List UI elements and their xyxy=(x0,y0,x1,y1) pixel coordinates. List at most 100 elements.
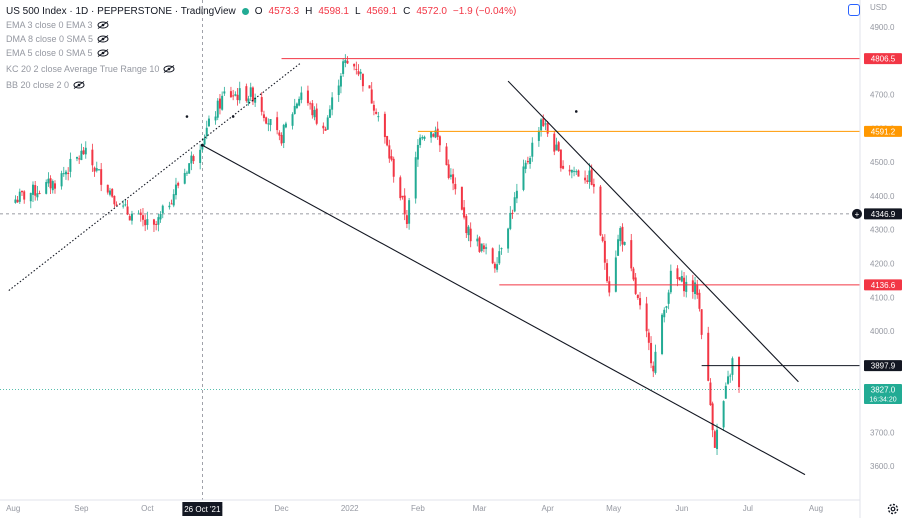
candle-body xyxy=(146,219,149,225)
candle-body xyxy=(606,263,609,282)
candle-body xyxy=(573,170,576,172)
candle-body xyxy=(601,236,604,241)
candle-body xyxy=(555,144,558,151)
indicator-row[interactable]: KC 20 2 close Average True Range 10 xyxy=(6,62,175,76)
candle-body xyxy=(190,155,193,164)
visibility-icon[interactable] xyxy=(73,81,85,89)
candle-body xyxy=(359,71,362,74)
candle-body xyxy=(562,165,565,169)
visibility-icon[interactable] xyxy=(97,21,109,29)
candle-body xyxy=(84,147,87,155)
candle-body xyxy=(282,124,285,143)
candle-body xyxy=(298,98,301,106)
high-value: 4598.1 xyxy=(318,5,349,17)
candle-body xyxy=(390,156,393,160)
close-value: 4572.0 xyxy=(416,5,447,17)
candle-body xyxy=(650,342,653,364)
candle-body xyxy=(661,314,664,355)
price-tag xyxy=(864,125,902,137)
candle-body xyxy=(357,71,360,75)
candle-body xyxy=(608,281,611,293)
candle-body xyxy=(531,142,534,157)
candle-body xyxy=(95,168,98,171)
candle-body xyxy=(485,247,488,249)
candle-body xyxy=(93,167,96,172)
candle-body xyxy=(507,228,510,249)
x-tick-label: Jul xyxy=(743,504,753,513)
change-value: −1.9 (−0.04%) xyxy=(452,5,517,17)
x-tick-label: Dec xyxy=(274,504,288,513)
x-tick-label: Oct xyxy=(141,504,154,513)
candle-body xyxy=(192,156,195,162)
candle-body xyxy=(375,111,378,114)
candle-body xyxy=(449,174,452,177)
visibility-icon[interactable] xyxy=(163,65,175,73)
candle-body xyxy=(201,145,204,150)
candle-body xyxy=(339,75,342,87)
plus-icon-glyph: + xyxy=(855,210,860,219)
candle-body xyxy=(111,189,114,197)
candle-body xyxy=(546,122,549,134)
candle-body xyxy=(100,169,103,185)
candle-body xyxy=(238,88,241,101)
price-tag-label: 3897.9 xyxy=(871,362,896,371)
candle-body xyxy=(38,193,41,195)
candle-body xyxy=(126,206,129,215)
x-tick-label: Sep xyxy=(74,504,89,513)
indicator-row[interactable]: EMA 3 close 0 EMA 3 xyxy=(6,18,109,32)
gear-icon[interactable] xyxy=(886,502,900,516)
price-tag-label: 4591.2 xyxy=(871,127,896,136)
candle-body xyxy=(416,144,419,160)
candle-body xyxy=(480,243,483,252)
marker-dot xyxy=(231,115,235,118)
indicator-row[interactable]: DMA 8 close 0 SMA 5 xyxy=(6,32,109,46)
candle-body xyxy=(386,135,389,146)
price-tag xyxy=(864,384,902,405)
fullscreen-icon[interactable] xyxy=(848,4,860,16)
candle-body xyxy=(491,248,494,264)
candle-body xyxy=(716,429,719,450)
indicator-row[interactable]: EMA 5 close 0 SMA 5 xyxy=(6,46,109,60)
low-value: 4569.1 xyxy=(366,5,398,17)
x-tick-label: Jun xyxy=(675,504,688,513)
indicator-row[interactable]: BB 20 close 2 0 xyxy=(6,78,85,92)
price-tag-label: 4806.5 xyxy=(871,55,896,64)
candle-body xyxy=(482,245,485,250)
candle-body xyxy=(139,212,142,215)
candle-body xyxy=(401,195,404,198)
candle-body xyxy=(170,203,173,205)
candle-body xyxy=(108,190,111,195)
candle-body xyxy=(69,158,72,172)
indicator-label: KC 20 2 close Average True Range 10 xyxy=(6,64,160,74)
y-tick-label: 3700.0 xyxy=(870,428,895,437)
candle-body xyxy=(128,216,131,221)
candle-body xyxy=(522,166,525,190)
visibility-icon[interactable] xyxy=(97,35,109,43)
candle-body xyxy=(106,184,109,193)
candle-body xyxy=(500,248,503,250)
candle-body xyxy=(691,280,694,292)
candle-body xyxy=(434,130,437,138)
candle-body xyxy=(405,215,408,225)
symbol-title[interactable]: US 500 Index · 1D · PEPPERSTONE · Tradin… xyxy=(6,5,236,17)
candle-body xyxy=(18,191,21,202)
candle-body xyxy=(137,213,140,215)
candle-body xyxy=(372,104,375,111)
candle-body xyxy=(377,116,380,118)
visibility-icon[interactable] xyxy=(97,49,109,57)
price-tag-label: 4346.9 xyxy=(871,210,896,219)
candle-body xyxy=(559,149,562,169)
candle-body xyxy=(568,169,571,172)
candle-body xyxy=(454,183,457,190)
candle-body xyxy=(630,240,633,269)
indicator-label: EMA 5 close 0 SMA 5 xyxy=(6,48,93,58)
candle-body xyxy=(218,98,221,109)
y-tick-label: 4300.0 xyxy=(870,226,895,235)
candle-body xyxy=(322,125,325,129)
candle-body xyxy=(388,145,391,159)
indicator-label: BB 20 close 2 0 xyxy=(6,80,70,90)
candle-body xyxy=(91,149,94,166)
candle-body xyxy=(452,174,455,184)
